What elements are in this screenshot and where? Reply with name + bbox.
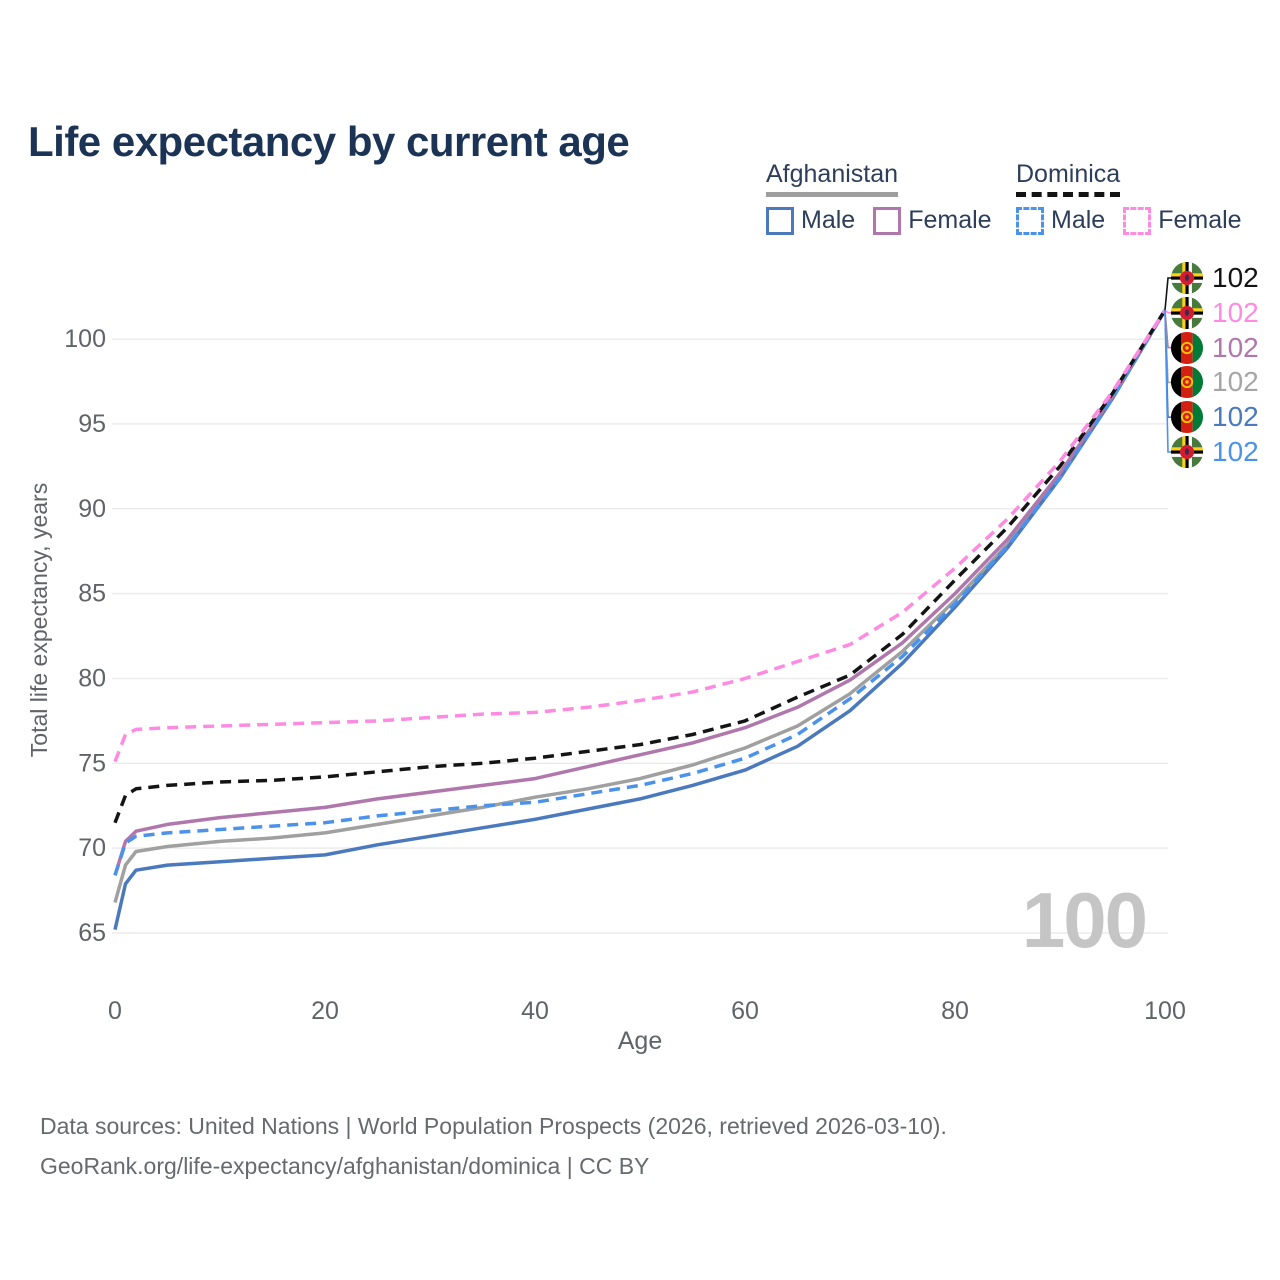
series-line-dominica-male[interactable]	[113, 309, 1167, 876]
dominica-flag-icon	[1170, 261, 1204, 295]
legend-group-dominica: Dominica Male Female	[1016, 160, 1242, 235]
x-tick-label: 80	[941, 997, 969, 1025]
legend-item-afghanistan-male[interactable]: Male	[766, 206, 855, 235]
dominica-male-swatch-icon	[1016, 206, 1044, 235]
dominica-flag-icon	[1170, 435, 1204, 469]
end-value: 102	[1212, 331, 1259, 363]
y-tick-label: 90	[78, 495, 106, 523]
end-value: 102	[1212, 262, 1259, 293]
dominica-female-swatch-icon	[1123, 206, 1152, 235]
x-tick-label: 20	[311, 997, 339, 1025]
afghanistan-male-swatch-icon	[766, 206, 794, 235]
legend-group-afghanistan: Afghanistan Male Female	[766, 160, 992, 235]
y-tick-label: 70	[78, 834, 106, 862]
y-tick-label: 100	[64, 325, 106, 353]
end-label-afghanistan: 102	[1170, 364, 1259, 400]
series-line-afghanistan-female[interactable]	[113, 309, 1167, 876]
series-line-afghanistan[interactable]	[113, 309, 1167, 903]
legend-item-afghanistan-female[interactable]: Female	[873, 206, 992, 235]
legend-country-afghanistan: Afghanistan	[766, 160, 899, 197]
footer-data-sources: Data sources: United Nations | World Pop…	[40, 1113, 947, 1139]
afghanistan-female-swatch-icon	[873, 206, 902, 235]
legend-item-label: Male	[801, 206, 856, 234]
legend-item-label: Female	[908, 206, 992, 234]
y-tick-label: 95	[78, 410, 106, 438]
legend-item-label: Female	[1158, 206, 1242, 234]
end-label-dominica-male: 102	[1170, 434, 1259, 470]
afghanistan-flag-icon	[1170, 401, 1204, 434]
legend-item-dominica-male[interactable]: Male	[1016, 206, 1105, 235]
series-line-afghanistan-male[interactable]	[113, 309, 1167, 930]
end-value: 102	[1212, 366, 1259, 398]
page-title: Life expectancy by current age	[28, 118, 630, 166]
legend-item-label: Male	[1051, 206, 1106, 234]
x-tick-label: 100	[1144, 997, 1186, 1025]
end-value: 102	[1212, 401, 1259, 433]
series-line-dominica-female[interactable]	[113, 309, 1167, 763]
y-tick-label: 75	[78, 749, 106, 777]
age-watermark: 100	[1022, 876, 1146, 964]
legend-items-dominica: Male Female	[1016, 206, 1242, 235]
legend-item-dominica-female[interactable]: Female	[1123, 206, 1242, 235]
legend-items-afghanistan: Male Female	[766, 206, 992, 235]
y-tick-label: 65	[78, 919, 106, 947]
x-tick-label: 40	[521, 997, 549, 1025]
end-label-afghanistan-male: 102	[1170, 399, 1259, 435]
afghanistan-flag-icon	[1170, 331, 1204, 364]
series-line-dominica[interactable]	[113, 309, 1167, 824]
x-axis-label: Age	[618, 1027, 662, 1055]
x-tick-label: 60	[731, 997, 759, 1025]
end-label-dominica: 102	[1170, 260, 1259, 296]
end-value: 102	[1212, 296, 1259, 328]
y-tick-label: 80	[78, 665, 106, 693]
end-label-afghanistan-female: 102	[1170, 330, 1259, 366]
end-label-dominica-female: 102	[1170, 295, 1259, 331]
footer-attribution: GeoRank.org/life-expectancy/afghanistan/…	[40, 1153, 650, 1179]
y-tick-label: 85	[78, 580, 106, 608]
x-tick-label: 0	[108, 997, 122, 1025]
dominica-flag-icon	[1170, 296, 1204, 329]
end-value: 102	[1212, 436, 1259, 467]
afghanistan-flag-icon	[1170, 366, 1204, 399]
legend-country-dominica: Dominica	[1016, 160, 1121, 197]
y-axis-label: Total life expectancy, years	[26, 483, 52, 757]
footer: Data sources: United Nations | World Pop…	[40, 1106, 947, 1186]
